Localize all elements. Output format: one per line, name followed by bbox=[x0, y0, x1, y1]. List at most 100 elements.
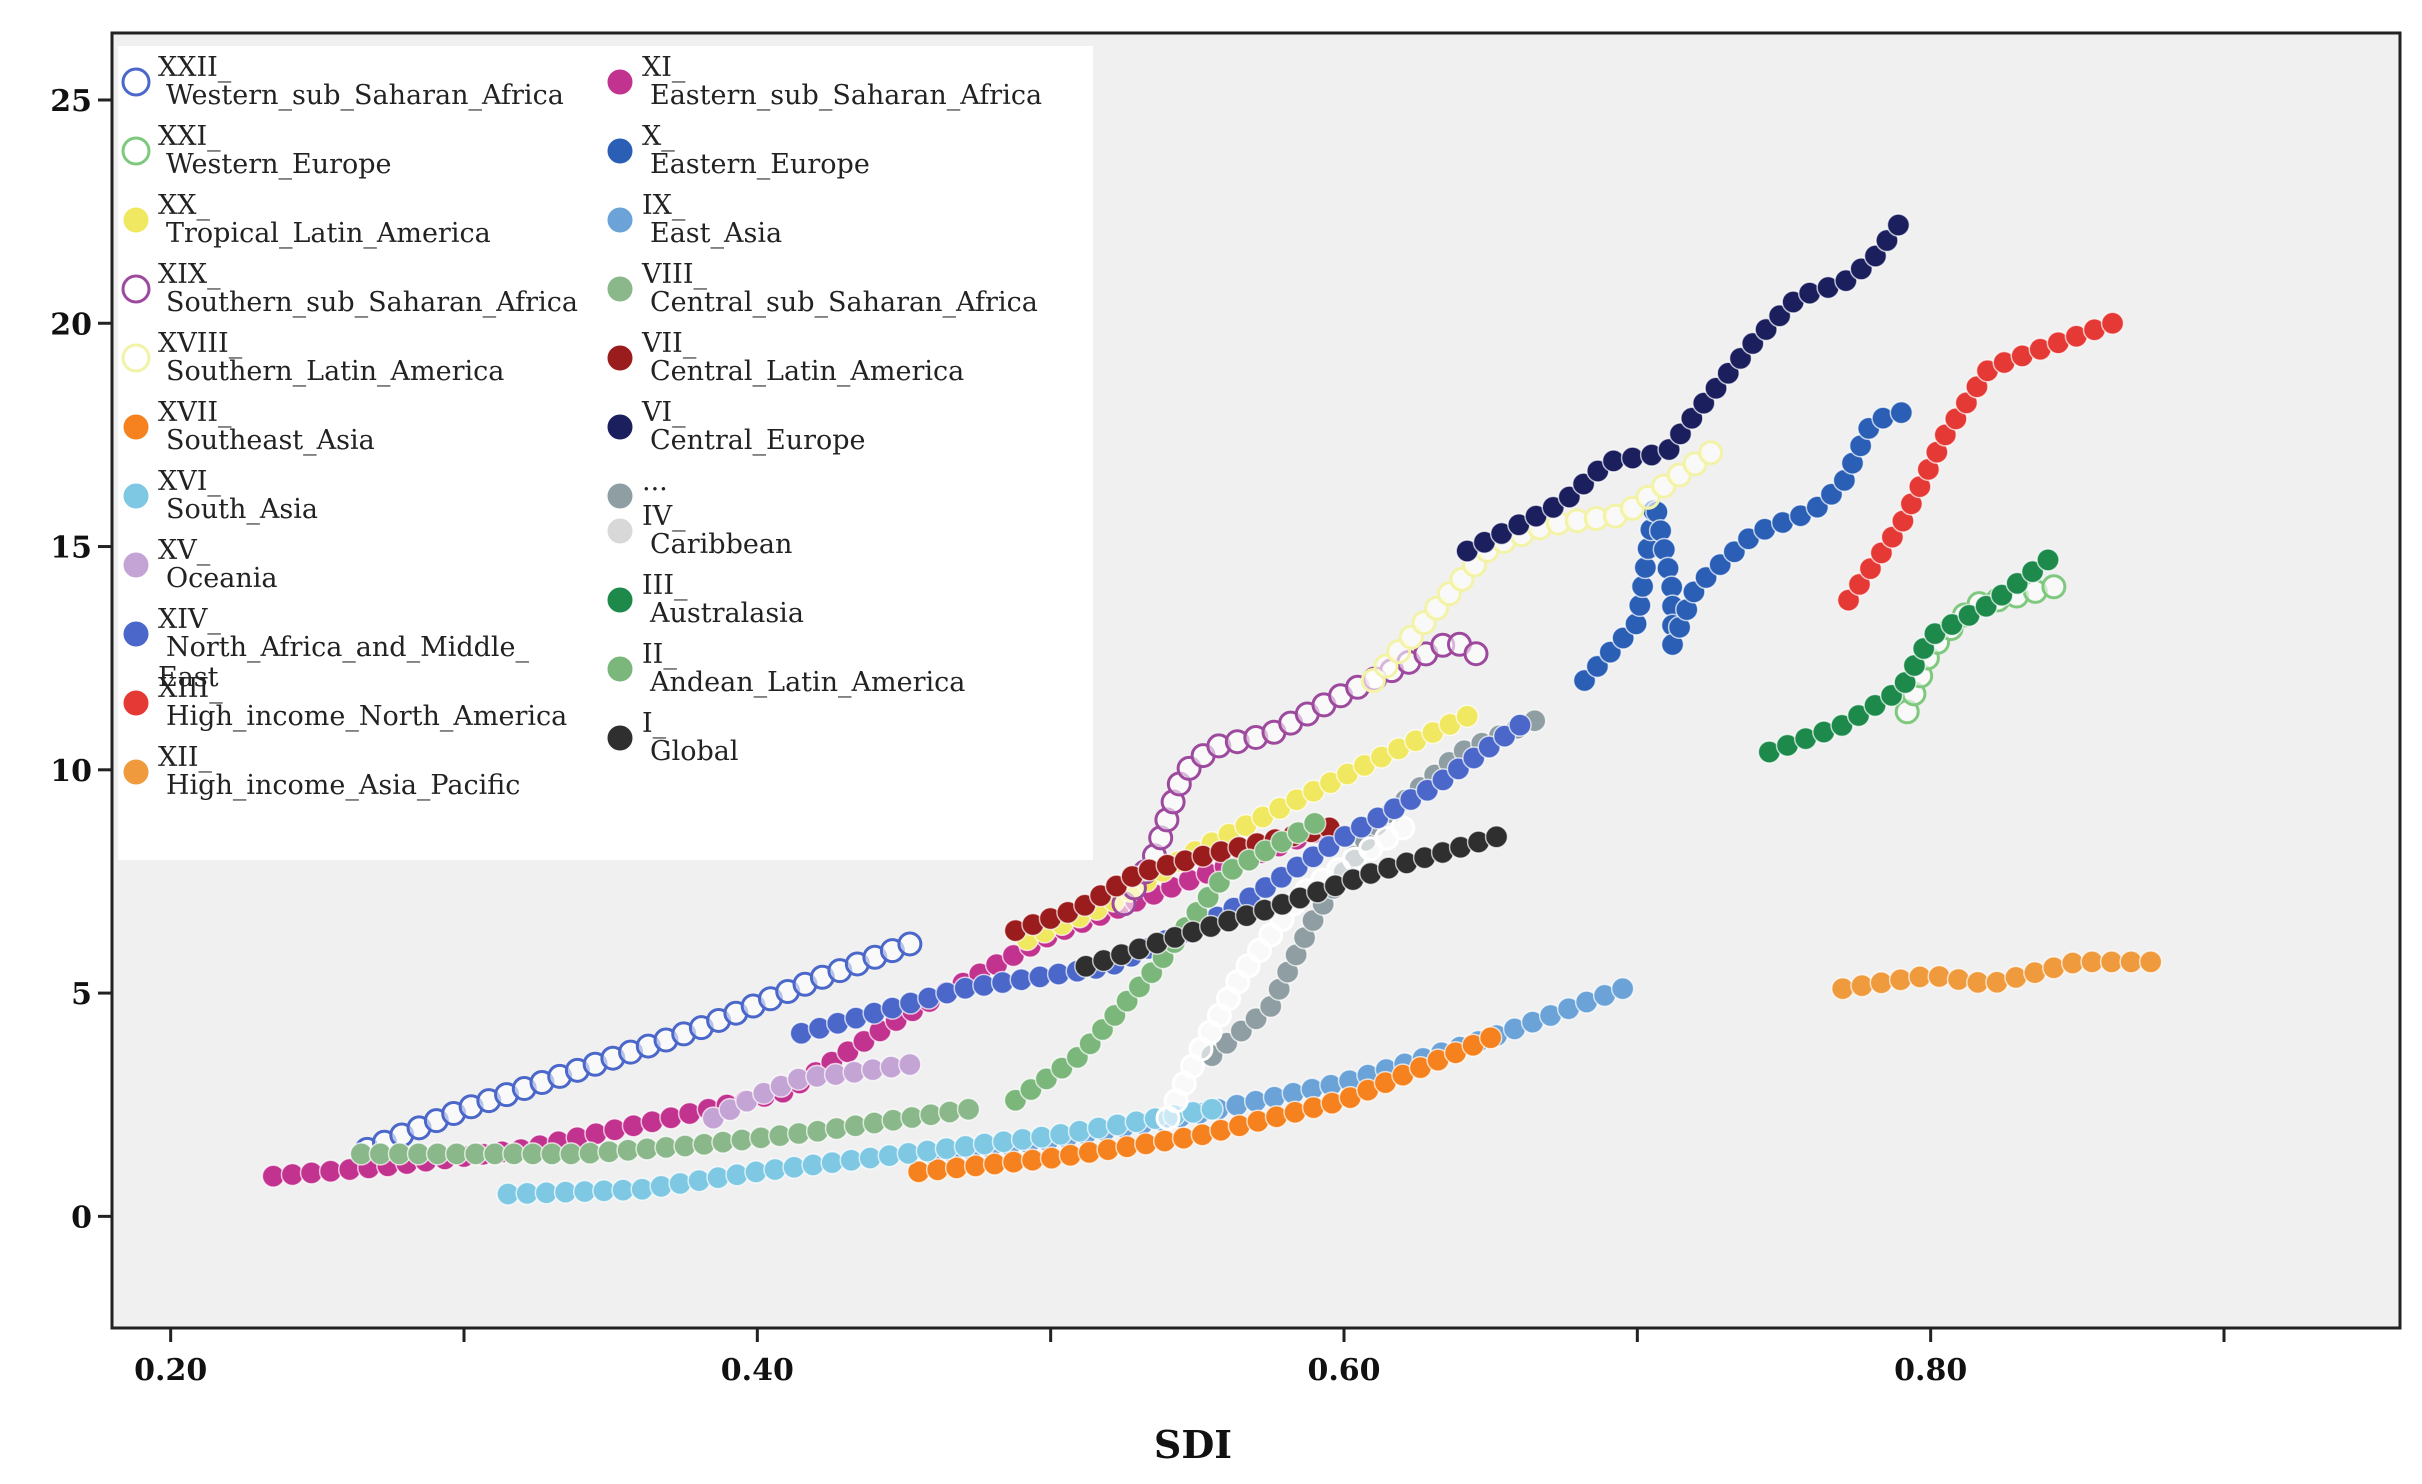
data-point bbox=[1889, 400, 1914, 425]
data-point bbox=[956, 1097, 981, 1121]
x-tick-label: 0.60 bbox=[1307, 1353, 1380, 1388]
legend-label: Australasia bbox=[649, 598, 804, 629]
x-tick-label: 0.20 bbox=[134, 1353, 207, 1388]
series-australasia bbox=[1757, 548, 2060, 764]
legend-marker bbox=[122, 551, 150, 579]
data-point bbox=[2036, 548, 2060, 572]
legend-item: XX_Tropical_Latin_America bbox=[122, 190, 491, 249]
axes: 0 5 10 15 20 25 0.20 0.40 0.60 0.80 bbox=[50, 84, 2226, 1388]
series-high-income-north-america bbox=[1836, 311, 2125, 612]
legend-marker bbox=[122, 758, 150, 786]
legend-label: Central_Latin_America bbox=[650, 356, 964, 387]
legend-marker bbox=[606, 275, 634, 303]
legend-item: XI_Eastern_sub_Saharan_Africa bbox=[606, 52, 1042, 111]
data-point bbox=[1927, 964, 1951, 989]
series-south-asia bbox=[496, 1097, 1224, 1206]
legend-label: Southern_Latin_America bbox=[166, 356, 504, 387]
legend-item: IV_Caribbean bbox=[606, 501, 792, 560]
legend-code: XV_ bbox=[158, 535, 211, 566]
series-western-sub-saharan-africa bbox=[354, 931, 923, 1162]
data-point bbox=[1946, 967, 1971, 992]
legend-label: Central_Europe bbox=[650, 425, 866, 456]
data-point bbox=[1610, 976, 1635, 1001]
legend-marker bbox=[121, 343, 151, 373]
y-tick-label: 5 bbox=[71, 977, 92, 1012]
legend-item: II_Andean_Latin_America bbox=[606, 639, 965, 698]
legend-item: VI_Central_Europe bbox=[606, 397, 866, 456]
legend-code: XVIII_ bbox=[158, 328, 243, 359]
legend-marker bbox=[121, 274, 151, 304]
legend-item: XIII_High_income_North_America bbox=[122, 673, 567, 732]
legend-code: IX_ bbox=[642, 190, 686, 221]
legend-code: XVI_ bbox=[158, 466, 221, 497]
legend-label: Central_sub_Saharan_Africa bbox=[650, 287, 1038, 318]
legend-item: VIII_Central_sub_Saharan_Africa bbox=[606, 259, 1038, 318]
legend-item: XIV_North_Africa_and_Middle_East bbox=[122, 604, 530, 693]
y-tick-label: 20 bbox=[50, 307, 92, 342]
legend-label: North_Africa_and_Middle_ bbox=[166, 632, 530, 663]
legend-code: XIII_ bbox=[158, 673, 223, 704]
legend-marker bbox=[606, 137, 634, 165]
legend-marker bbox=[606, 586, 634, 614]
y-tick-label: 0 bbox=[71, 1200, 92, 1235]
legend-marker bbox=[606, 413, 634, 441]
legend-label: Global bbox=[650, 736, 738, 767]
data-point bbox=[2138, 950, 2163, 974]
legend-item: XV_Oceania bbox=[122, 535, 277, 594]
data-point bbox=[1484, 825, 1509, 849]
legend-marker bbox=[606, 68, 634, 96]
legend-marker bbox=[606, 206, 634, 234]
data-point bbox=[1302, 811, 1327, 836]
data-point bbox=[1830, 976, 1855, 1001]
series-caribbean bbox=[1155, 815, 1416, 1131]
legend-label: South_Asia bbox=[166, 494, 318, 525]
legend-marker bbox=[121, 67, 151, 97]
series-central-sub-saharan-africa bbox=[349, 1097, 981, 1166]
series-global bbox=[1074, 825, 1509, 979]
legend-code: VI_ bbox=[641, 397, 686, 428]
legend-label: Tropical_Latin_America bbox=[166, 218, 491, 249]
legend-item: IX_East_Asia bbox=[606, 190, 782, 249]
legend: XXII_Western_sub_Saharan_AfricaXXI_Weste… bbox=[121, 52, 1042, 801]
legend-item: XVII_Southeast_Asia bbox=[122, 397, 375, 456]
data-point bbox=[2041, 574, 2067, 600]
data-point bbox=[1508, 713, 1532, 737]
legend-item: ... bbox=[606, 466, 668, 510]
legend-label: East_Asia bbox=[650, 218, 782, 249]
legend-label-continued: East bbox=[158, 662, 219, 693]
data-point bbox=[1886, 213, 1911, 237]
legend-code: X_ bbox=[642, 121, 675, 152]
legend-label: Western_sub_Saharan_Africa bbox=[166, 80, 564, 111]
series-central-europe bbox=[1455, 213, 1911, 563]
y-tick-label: 10 bbox=[50, 754, 92, 789]
data-point bbox=[1478, 1025, 1503, 1050]
data-point bbox=[898, 1052, 922, 1077]
legend-label: High_income_Asia_Pacific bbox=[166, 770, 520, 801]
legend-label: Oceania bbox=[166, 563, 277, 594]
legend-marker bbox=[606, 655, 634, 683]
data-point bbox=[1888, 968, 1913, 992]
legend-item: XVI_South_Asia bbox=[122, 466, 318, 525]
legend-marker bbox=[122, 206, 150, 234]
series-southeast-asia bbox=[906, 1025, 1503, 1184]
series-oceania bbox=[701, 1052, 922, 1130]
data-point bbox=[1850, 973, 1874, 998]
legend-marker bbox=[122, 413, 150, 441]
legend-marker bbox=[122, 482, 150, 510]
legend-item: XXI_Western_Europe bbox=[121, 121, 392, 180]
legend-code: XXI_ bbox=[158, 121, 221, 152]
x-tick-label: 0.80 bbox=[1894, 1353, 1967, 1388]
data-point bbox=[2100, 311, 2125, 336]
legend-marker bbox=[606, 482, 634, 510]
data-points bbox=[261, 213, 2163, 1206]
legend-code: XX_ bbox=[158, 190, 210, 221]
legend-label: Southern_sub_Saharan_Africa bbox=[166, 287, 578, 318]
legend-code: I_ bbox=[642, 708, 667, 739]
legend-code: II_ bbox=[642, 639, 677, 670]
legend-label: High_income_North_America bbox=[166, 701, 567, 732]
legend-label: Eastern_Europe bbox=[650, 149, 870, 180]
legend-label: Southeast_Asia bbox=[166, 425, 375, 456]
y-tick-label: 25 bbox=[50, 84, 92, 119]
data-point bbox=[2119, 950, 2143, 974]
